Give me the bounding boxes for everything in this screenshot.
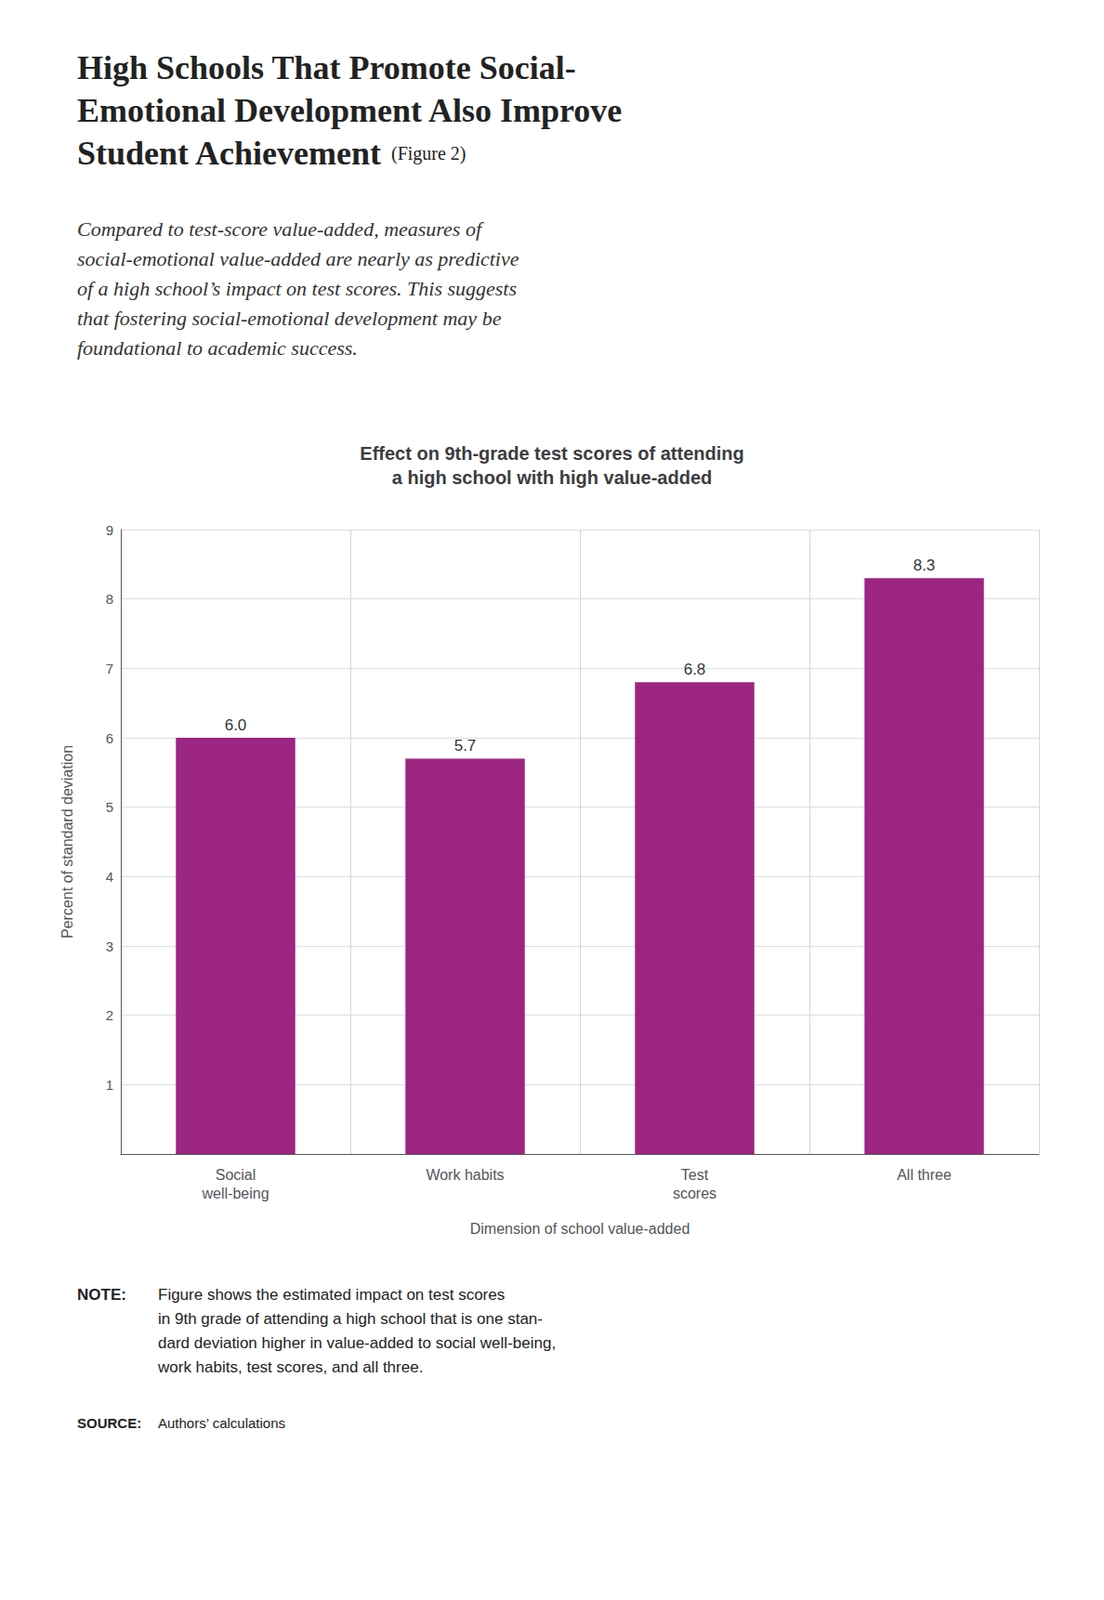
svg-text:4: 4 bbox=[105, 868, 114, 885]
svg-text:a high school with high value-: a high school with high value-added bbox=[392, 467, 712, 488]
svg-text:SOURCE:: SOURCE: bbox=[77, 1415, 142, 1432]
svg-text:High Schools That Promote Soci: High Schools That Promote Social- bbox=[77, 49, 577, 87]
svg-text:Social: Social bbox=[215, 1167, 257, 1183]
svg-text:that fostering social-emotiona: that fostering social-emotional developm… bbox=[77, 306, 502, 330]
svg-text:Emotional Development Also Imp: Emotional Development Also Improve bbox=[77, 92, 622, 130]
svg-text:2: 2 bbox=[105, 1007, 114, 1024]
svg-text:well-being: well-being bbox=[200, 1185, 269, 1202]
svg-text:foundational to academic succe: foundational to academic success. bbox=[77, 336, 358, 360]
svg-text:Figure shows the estimated imp: Figure shows the estimated impact on tes… bbox=[157, 1286, 505, 1304]
svg-text:Dimension of school value-adde: Dimension of school value-added bbox=[470, 1221, 691, 1237]
svg-text:Test: Test bbox=[681, 1167, 710, 1183]
svg-text:work habits, test scores, and: work habits, test scores, and all three. bbox=[157, 1358, 423, 1377]
svg-text:Effect on 9th-grade test score: Effect on 9th-grade test scores of atten… bbox=[359, 443, 744, 464]
svg-text:NOTE:: NOTE: bbox=[77, 1286, 127, 1304]
svg-text:1: 1 bbox=[105, 1077, 114, 1093]
svg-text:dard deviation higher in value: dard deviation higher in value-added to … bbox=[157, 1334, 556, 1353]
svg-text:Student Achievement: Student Achievement bbox=[77, 134, 390, 172]
svg-text:9: 9 bbox=[105, 522, 114, 539]
svg-text:Work habits: Work habits bbox=[425, 1167, 504, 1183]
svg-text:5.7: 5.7 bbox=[454, 736, 477, 755]
svg-text:of a high school’s impact on t: of a high school’s impact on test scores… bbox=[77, 276, 517, 301]
svg-text:in 9th grade of attending a hi: in 9th grade of attending a high school … bbox=[157, 1310, 543, 1328]
svg-text:scores: scores bbox=[672, 1185, 717, 1202]
svg-text:Authors’ calculations: Authors’ calculations bbox=[157, 1415, 286, 1432]
svg-text:(Figure 2): (Figure 2) bbox=[391, 143, 467, 165]
svg-text:8: 8 bbox=[105, 591, 114, 607]
svg-text:8.3: 8.3 bbox=[913, 556, 936, 575]
svg-text:Percent of standard deviation: Percent of standard deviation bbox=[59, 745, 76, 939]
svg-text:5: 5 bbox=[105, 799, 114, 815]
svg-text:Compared to test-score value-a: Compared to test-score value-added, meas… bbox=[77, 217, 485, 241]
svg-text:All three: All three bbox=[896, 1167, 952, 1183]
svg-text:6: 6 bbox=[105, 730, 114, 747]
svg-text:6.8: 6.8 bbox=[683, 660, 707, 679]
svg-text:3: 3 bbox=[105, 938, 114, 955]
svg-text:7: 7 bbox=[105, 660, 114, 677]
svg-text:6.0: 6.0 bbox=[224, 716, 248, 735]
svg-text:social-emotional value-added a: social-emotional value-added are nearly … bbox=[77, 247, 520, 271]
